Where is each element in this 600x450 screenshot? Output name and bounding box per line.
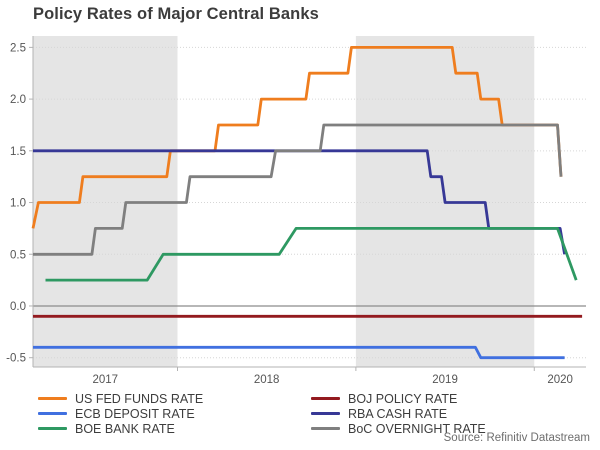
legend-label-us-fed-funds-rate: US FED FUNDS RATE <box>75 391 204 406</box>
legend-item-boj-policy-rate: BOJ POLICY RATE <box>311 391 486 406</box>
legend-label-boe-bank-rate: BOE BANK RATE <box>75 421 175 436</box>
series-line-ecb-deposit-rate <box>33 345 565 360</box>
y-tick-label-1.0: 1.0 <box>10 198 26 210</box>
chart-legend-left-column: US FED FUNDS RATE ECB DEPOSIT RATE BOE B… <box>38 391 203 436</box>
y-tick-label-0.0: 0.0 <box>10 301 26 313</box>
y-tick-label-2.0: 2.0 <box>10 94 26 106</box>
legend-label-rba-cash-rate: RBA CASH RATE <box>348 406 448 421</box>
legend-item-us-fed-funds-rate: US FED FUNDS RATE <box>38 391 203 406</box>
legend-swatch-boc-overnight-rate <box>311 426 340 431</box>
legend-swatch-boj-policy-rate <box>311 396 340 401</box>
source-credit: Source: Refinitiv Datastream <box>443 432 590 444</box>
y-tick-label-2.5: 2.5 <box>10 42 26 54</box>
x-tick-label-2020: 2020 <box>547 374 573 385</box>
series-line-boc-overnight-rate <box>33 123 563 256</box>
page-title: Policy Rates of Major Central Banks <box>33 5 319 23</box>
legend-swatch-rba-cash-rate <box>311 411 340 416</box>
y-tick-label--0.5: -0.5 <box>6 353 26 365</box>
x-tick-label-2019: 2019 <box>432 374 458 385</box>
y-tick-label-1.5: 1.5 <box>10 146 26 158</box>
legend-swatch-boe-bank-rate <box>38 426 67 431</box>
policy-rates-chart: 2.5 2.0 1.5 1.0 0.5 0.0 -0.5 2017 2018 2019 2020 <box>6 36 586 385</box>
x-tick-label-2017: 2017 <box>92 374 118 385</box>
legend-label-boc-overnight-rate: BoC OVERNIGHT RATE <box>348 421 486 436</box>
legend-item-boc-overnight-rate: BoC OVERNIGHT RATE <box>311 421 486 436</box>
legend-item-boe-bank-rate: BOE BANK RATE <box>38 421 203 436</box>
series-line-us-fed-funds-rate <box>31 46 563 229</box>
legend-item-ecb-deposit-rate: ECB DEPOSIT RATE <box>38 406 203 421</box>
legend-label-ecb-deposit-rate: ECB DEPOSIT RATE <box>75 406 195 421</box>
series-line-boe-bank-rate <box>45 226 578 282</box>
legend-swatch-ecb-deposit-rate <box>38 411 67 416</box>
chart-legend-right-column: BOJ POLICY RATE RBA CASH RATE BoC OVERNI… <box>311 391 486 436</box>
legend-label-boj-policy-rate: BOJ POLICY RATE <box>348 391 458 406</box>
legend-item-rba-cash-rate: RBA CASH RATE <box>311 406 486 421</box>
x-tick-label-2018: 2018 <box>254 374 280 385</box>
y-tick-label-0.5: 0.5 <box>10 249 26 261</box>
legend-swatch-us-fed-funds-rate <box>38 396 67 401</box>
